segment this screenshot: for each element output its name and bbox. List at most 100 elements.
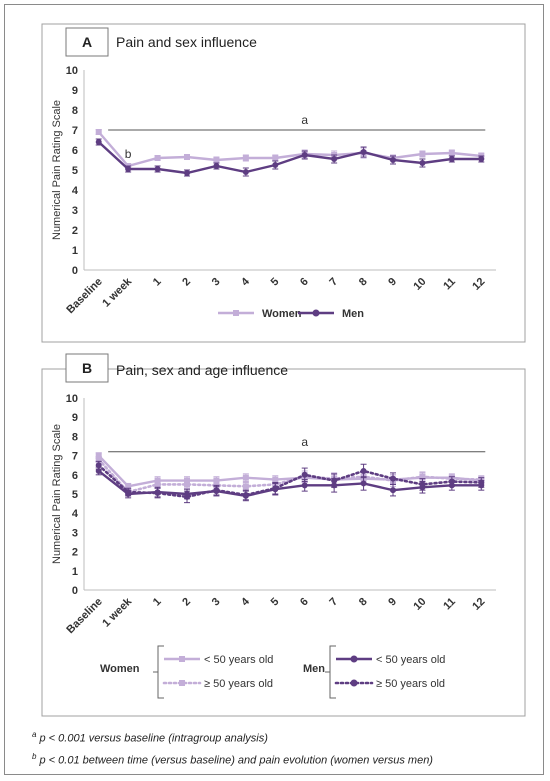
data-point: [390, 487, 396, 494]
y-tick-label: 10: [66, 65, 78, 77]
y-tick-label: 9: [72, 85, 78, 97]
y-tick-label: 8: [72, 431, 78, 443]
y-tick-label: 4: [72, 508, 79, 520]
data-point: [478, 479, 485, 486]
legend-label: Women: [262, 308, 302, 320]
panel-a-chart: A Pain and sex influence 0 1 2 3 4 5 6 7 8 9 10 Numer…: [41, 23, 526, 343]
data-point: [448, 150, 455, 156]
chart-title: Pain, sex and age influence: [116, 362, 288, 378]
y-tick-label: 0: [72, 585, 78, 597]
y-tick-label: 1: [72, 566, 78, 578]
legend-label: ≥ 50 years old: [204, 678, 273, 690]
data-point: [331, 477, 338, 484]
significance-label: b: [125, 147, 132, 161]
data-point: [154, 490, 161, 497]
data-point: [360, 467, 367, 474]
series-3: [95, 460, 485, 504]
data-point: [125, 483, 132, 490]
y-tick-label: 0: [72, 265, 78, 277]
data-point: [419, 481, 426, 488]
y-tick-label: 3: [72, 205, 78, 217]
footnotes: a p < 0.001 versus baseline (intragroup …: [32, 726, 433, 769]
y-tick-label: 2: [72, 547, 78, 559]
data-point: [301, 152, 308, 158]
panel-b-chart: B Pain, sex and age influence 0 1 2 3 4 5 6 7 8 9 10…: [41, 353, 526, 717]
y-tick-label: 2: [72, 225, 78, 237]
data-point: [125, 489, 132, 496]
data-point: [301, 471, 308, 478]
data-point: [360, 149, 367, 155]
series-line: [97, 131, 482, 168]
data-point: [272, 155, 279, 161]
series-line: [97, 141, 482, 175]
data-point: [242, 155, 249, 161]
legend-swatch-marker: [179, 656, 185, 662]
y-tick-label: 7: [72, 125, 78, 137]
panel-letter-box: [65, 353, 109, 383]
legend-swatch-marker: [350, 679, 358, 687]
y-tick-label: 7: [72, 451, 78, 463]
y-tick-label: 4: [72, 185, 79, 197]
data-point: [95, 129, 102, 135]
series-line: [97, 470, 482, 498]
y-tick-label: 10: [66, 393, 78, 405]
panel-letter: A: [82, 34, 92, 50]
data-point: [448, 478, 455, 485]
data-point: [184, 154, 190, 160]
legend-label: ≥ 50 years old: [376, 678, 445, 690]
data-point: [184, 170, 190, 176]
legend-label: < 50 years old: [376, 654, 445, 666]
legend-swatch-marker: [233, 310, 239, 316]
data-point: [242, 169, 249, 175]
data-point: [448, 156, 455, 162]
legend-swatch-marker: [350, 655, 358, 663]
data-point: [213, 477, 220, 484]
data-point: [272, 485, 279, 492]
y-tick-label: 6: [72, 145, 78, 157]
y-tick-label: 3: [72, 527, 78, 539]
data-point: [95, 462, 102, 469]
data-point: [154, 166, 161, 172]
legend-swatch-marker: [312, 309, 320, 317]
y-tick-label: 5: [72, 489, 78, 501]
data-point: [360, 480, 367, 487]
data-point: [95, 456, 102, 463]
y-tick-label: 9: [72, 412, 78, 424]
legend-label: Men: [342, 308, 364, 320]
y-tick-label: 8: [72, 105, 78, 117]
data-point: [213, 157, 220, 163]
data-point: [331, 156, 338, 162]
legend-brace: [325, 645, 336, 699]
significance-label: a: [301, 435, 308, 449]
data-point: [154, 155, 161, 161]
data-point: [390, 157, 396, 163]
y-tick-label: 5: [72, 165, 78, 177]
y-tick-label: 6: [72, 470, 78, 482]
series-0: [95, 129, 485, 169]
footnote-a: a p < 0.001 versus baseline (intragroup …: [32, 730, 268, 745]
legend-label: < 50 years old: [204, 654, 273, 666]
chart-title: Pain and sex influence: [116, 34, 257, 50]
panel-frame: [41, 23, 526, 343]
figure-border: [4, 4, 544, 775]
data-point: [301, 482, 308, 489]
y-axis-label: Numerical Pain Rating Scale: [51, 424, 63, 564]
legend-brace: [153, 645, 164, 699]
data-point: [419, 473, 426, 480]
legend-swatch-marker: [179, 680, 185, 686]
series-line: [97, 463, 483, 499]
data-point: [184, 481, 190, 488]
data-point: [184, 493, 190, 500]
footnote-b: b p < 0.01 between time (versus baseline…: [32, 751, 433, 767]
data-point: [242, 483, 249, 490]
data-point: [419, 151, 426, 157]
data-point: [95, 139, 102, 145]
data-point: [242, 491, 249, 498]
panel-letter-box: [65, 27, 109, 57]
data-point: [213, 163, 220, 169]
series-1: [95, 138, 485, 177]
data-point: [390, 475, 396, 482]
data-point: [419, 160, 426, 166]
data-point: [478, 156, 485, 162]
